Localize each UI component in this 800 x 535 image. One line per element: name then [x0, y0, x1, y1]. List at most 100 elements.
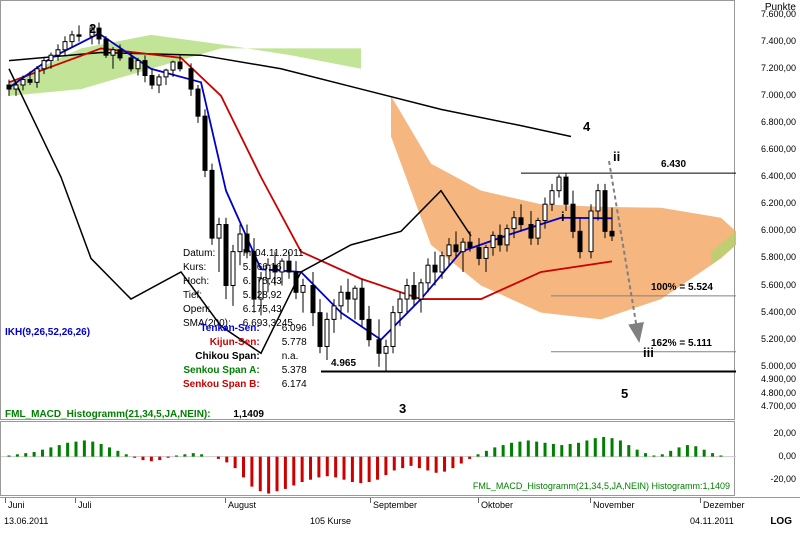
candle-body [7, 85, 11, 89]
candle-body [398, 299, 402, 313]
candle-body [42, 61, 46, 69]
y-tick-label: 6.000,00 [761, 225, 796, 235]
info-label: Hoch: [183, 276, 231, 288]
candle-body [104, 39, 108, 55]
candle-body [97, 28, 101, 39]
candle-body [477, 248, 481, 259]
candle-body [311, 286, 315, 313]
legend-label: Kijun-Sen: [183, 337, 260, 349]
candle-body [49, 55, 53, 60]
y-tick-label: 5.200,00 [761, 334, 796, 344]
y-tick-label: 5.000,00 [761, 361, 796, 371]
start-date-label: 13.06.2011 [4, 516, 48, 526]
elliott-wave-label: 3 [399, 401, 406, 416]
info-value: Fr 04.11.2011 [233, 248, 304, 260]
candle-body [217, 225, 221, 239]
main-price-chart: IKH(9,26,52,26,26) Datum:Fr 04.11.2011Ku… [0, 0, 735, 420]
macd-y-tick-label: 20,00 [773, 428, 796, 438]
legend-value: n.a. [262, 351, 307, 363]
candle-body [189, 69, 193, 89]
candle-body [332, 306, 336, 320]
candle-body [196, 89, 200, 116]
chart-container: IKH(9,26,52,26,26) Datum:Fr 04.11.2011Ku… [0, 0, 800, 535]
elliott-wave-label: i [561, 209, 565, 224]
x-tick-label: Juni [8, 500, 25, 510]
candle-body [360, 288, 364, 319]
candle-body [543, 204, 547, 220]
candle-body [346, 292, 350, 299]
candle-body [157, 77, 161, 85]
info-value: 5.966,16 [233, 262, 304, 274]
candle-body [118, 50, 122, 58]
price-y-axis: Punkte 7.600,007.400,007.200,007.000,006… [736, 0, 800, 420]
info-value: 5.928,92 [233, 290, 304, 302]
y-tick-label: 4.800,00 [761, 388, 796, 398]
candle-body [129, 58, 133, 69]
candle-body [603, 191, 607, 232]
candle-body [21, 80, 25, 85]
macd-params-label: FML_MACD_Histogramm(21,34,5,JA,NEIN): 1,… [5, 409, 264, 420]
bar-count-label: 105 Kurse [310, 516, 351, 526]
candle-body [405, 286, 409, 300]
main-chart-svg [1, 1, 736, 421]
macd-legend-right: FML_MACD_Histogramm(21,34,5,JA,NEIN) His… [473, 481, 730, 491]
y-tick-label: 6.800,00 [761, 117, 796, 127]
macd-y-tick-label: 0,00 [778, 451, 796, 461]
candle-body [596, 191, 600, 211]
info-label: Tief: [183, 290, 231, 302]
legend-value: 6.096 [262, 323, 307, 335]
x-tick-label: August [228, 500, 256, 510]
candle-body [63, 42, 67, 50]
ichimoku-cloud-bullish [9, 35, 361, 96]
candle-body [353, 288, 357, 299]
x-tick-label: November [593, 500, 635, 510]
candle-body [505, 229, 509, 245]
info-label: Open: [183, 304, 231, 316]
candle-body [56, 50, 60, 55]
y-tick-label: 6.600,00 [761, 144, 796, 154]
info-value: 6.175,43 [233, 304, 304, 316]
y-tick-label: 7.400,00 [761, 36, 796, 46]
level-label: 100% = 5.524 [651, 282, 713, 293]
y-tick-label: 5.400,00 [761, 307, 796, 317]
ohlc-info-block: Datum:Fr 04.11.2011Kurs:5.966,16Hoch:6.1… [181, 246, 306, 332]
legend-label: Senkou Span A: [183, 365, 260, 377]
end-date-label: 04.11.2011 [690, 516, 734, 526]
candle-body [210, 170, 214, 238]
candle-body [391, 313, 395, 347]
candle-body [325, 319, 329, 346]
candle-body [136, 61, 140, 69]
candle-body [35, 69, 39, 83]
candle-body [203, 116, 207, 170]
legend-value: 6.174 [262, 379, 307, 391]
candle-body [318, 313, 322, 347]
candle-body [571, 204, 575, 231]
candle-body [491, 235, 495, 247]
candle-body [440, 256, 444, 272]
candle-body [412, 286, 416, 300]
candle-body [454, 245, 458, 252]
info-value: 6.175,43 [233, 276, 304, 288]
ikh-params-label: IKH(9,26,52,26,26) [5, 327, 90, 338]
y-tick-label: 4.700,00 [761, 401, 796, 411]
candle-body [589, 211, 593, 252]
candle-body [461, 242, 465, 251]
legend-label: Tenkan-Sen: [183, 323, 260, 335]
candle-body [529, 225, 533, 239]
ichimoku-legend: Tenkan-Sen:6.096Kijun-Sen:5.778Chikou Sp… [181, 321, 309, 393]
log-scale-label: LOG [770, 516, 792, 527]
y-tick-label: 5.600,00 [761, 280, 796, 290]
x-tick-label: September [373, 500, 417, 510]
y-tick-label: 7.000,00 [761, 90, 796, 100]
candle-body [550, 191, 554, 205]
macd-y-tick-label: -20,00 [770, 474, 796, 484]
level-label: 4.965 [331, 358, 356, 369]
candle-body [557, 177, 561, 191]
candle-body [419, 283, 423, 299]
time-x-axis: JuniJuliAugustSeptemberOktoberNovemberDe… [0, 497, 800, 535]
x-tick-label: Dezember [703, 500, 745, 510]
candle-body [377, 340, 381, 354]
candle-body [14, 85, 18, 89]
elliott-wave-label: 2 [89, 21, 96, 36]
candle-body [519, 218, 523, 225]
